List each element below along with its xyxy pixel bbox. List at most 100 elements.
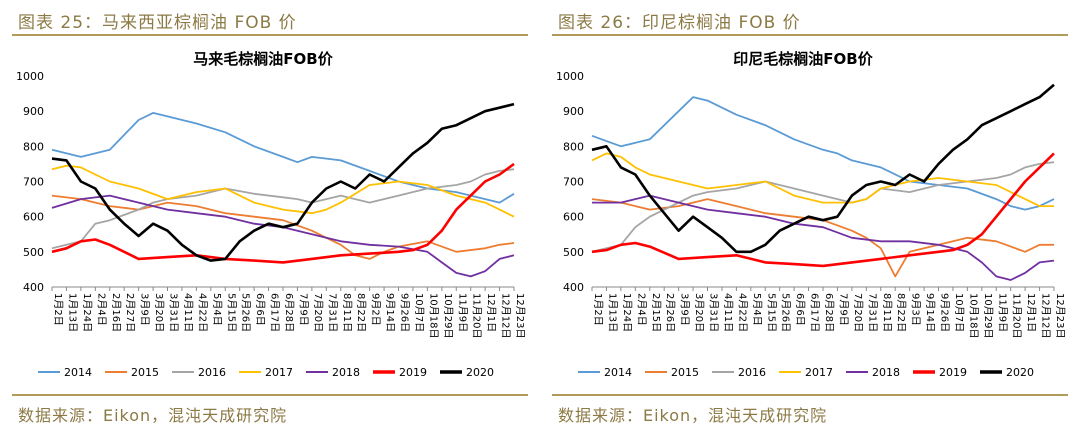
x-tick-label: 9月26日 <box>399 293 411 332</box>
x-tick-label: 11月9日 <box>996 293 1008 332</box>
legend-label-2020: 2020 <box>466 366 494 379</box>
x-tick-label: 12月1日 <box>1025 293 1037 332</box>
x-tick-label: 4月11日 <box>722 293 734 332</box>
x-tick-label: 7月20日 <box>852 293 864 332</box>
figure-caption: 图表 25：马来西亚棕榈油 FOB 价 <box>18 13 297 33</box>
x-tick-label: 12月12日 <box>500 293 512 338</box>
chart-title: 印尼毛棕榈油FOB价 <box>733 50 873 68</box>
x-tick-label: 8月11日 <box>341 293 353 332</box>
x-tick-label: 12月23日 <box>1054 293 1066 338</box>
figure-26: 图表 26：印尼棕榈油 FOB 价 印尼毛棕榈油FOB价 400 500 600 700… <box>540 0 1080 433</box>
x-tick-label: 3月31日 <box>708 293 720 332</box>
x-tick-label: 5月26日 <box>780 293 792 332</box>
x-tick-label: 6月17日 <box>269 293 281 332</box>
divider <box>552 394 1068 396</box>
legend-label-2019: 2019 <box>939 366 967 379</box>
x-tick-label: 5月15日 <box>765 293 777 332</box>
x-tick-label: 8月22日 <box>355 293 367 332</box>
x-tick-label: 10月18日 <box>427 293 439 338</box>
y-tick-label: 400 <box>563 281 584 294</box>
x-tick-label: 10月29日 <box>442 293 454 338</box>
x-tick-label: 3月9日 <box>679 293 691 326</box>
legend-label-2017: 2017 <box>805 366 833 379</box>
x-tick-label: 9月26日 <box>939 293 951 332</box>
legend-label-2014: 2014 <box>64 366 92 379</box>
y-tick-label: 600 <box>23 211 44 224</box>
x-tick-label: 1月13日 <box>66 293 78 332</box>
x-tick-label: 3月9日 <box>139 293 151 326</box>
x-tick-label: 7月20日 <box>312 293 324 332</box>
series-line-2018 <box>51 194 515 278</box>
x-tick-label: 10月7日 <box>953 293 965 332</box>
x-tick-label: 3月31日 <box>168 293 180 332</box>
y-tick-label: 400 <box>23 281 44 294</box>
series-line-2017 <box>51 164 515 218</box>
x-tick-label: 2月4日 <box>95 293 107 326</box>
x-tick-label: 6月6日 <box>254 293 266 326</box>
x-tick-label: 2月16日 <box>110 293 122 332</box>
y-tick-label: 600 <box>563 211 584 224</box>
x-tick-label: 5月26日 <box>240 293 252 332</box>
series-line-2016 <box>591 161 1055 253</box>
series-line-2014 <box>51 112 515 204</box>
chart-indonesia: 印尼毛棕榈油FOB价 400 500 600 700 800 900 1000 1月2日 1月13… <box>556 50 1066 379</box>
series-line-2020 <box>591 83 1055 254</box>
x-tick-label: 11月20日 <box>471 293 483 338</box>
x-tick-label: 7月9日 <box>837 293 849 326</box>
chart-malaysia: 马来毛棕榈油FOB价 400 500 600 700 800 900 1000 1月2日 1月13… <box>16 50 526 379</box>
x-tick-label: 11月20日 <box>1011 293 1023 338</box>
y-tick-label: 700 <box>563 176 584 189</box>
x-tick-label: 4月22日 <box>736 293 748 332</box>
x-tick-label: 6月6日 <box>794 293 806 326</box>
x-tick-label: 11月9日 <box>456 293 468 332</box>
x-tick-label: 10月18日 <box>967 293 979 338</box>
x-tick-label: 5月4日 <box>211 293 223 326</box>
legend-label-2016: 2016 <box>738 366 766 379</box>
figure-25: 图表 25：马来西亚棕榈油 FOB 价 马来毛棕榈油FOB价 400 500 600 7… <box>12 13 528 425</box>
x-tick-label: 6月28日 <box>823 293 835 332</box>
series-line-2019 <box>51 162 515 264</box>
x-tick-label: 12月12日 <box>1040 293 1052 338</box>
legend-label-2018: 2018 <box>332 366 360 379</box>
divider <box>552 34 1068 36</box>
x-tick-label: 1月2日 <box>592 293 604 326</box>
x-tick-label: 5月15日 <box>225 293 237 332</box>
x-tick-label: 8月22日 <box>895 293 907 332</box>
x-tick-label: 2月15日 <box>650 293 662 332</box>
x-tick-label: 8月11日 <box>881 293 893 332</box>
figure-caption: 图表 26：印尼棕榈油 FOB 价 <box>558 13 801 33</box>
series-line-2020 <box>51 102 515 262</box>
series-line-2014 <box>591 96 1055 211</box>
series-line-2019 <box>591 152 1055 268</box>
data-source: 数据来源：Eikon，混沌天成研究院 <box>18 406 288 425</box>
x-tick-label: 7月31日 <box>326 293 338 332</box>
x-tick-label: 6月28日 <box>283 293 295 332</box>
y-tick-label: 900 <box>23 105 44 118</box>
x-tick-label: 2月27日 <box>124 293 136 332</box>
x-tick-label: 10月29日 <box>982 293 994 338</box>
chart-title: 马来毛棕榈油FOB价 <box>193 50 333 68</box>
legend-label-2020: 2020 <box>1006 366 1034 379</box>
x-tick-label: 1月13日 <box>606 293 618 332</box>
x-tick-label: 1月2日 <box>52 293 64 326</box>
y-tick-label: 500 <box>23 246 44 259</box>
series-line-2015 <box>591 198 1054 278</box>
x-tick-label: 9月2日 <box>370 293 382 326</box>
data-source: 数据来源：Eikon，混沌天成研究院 <box>558 406 828 425</box>
series-line-2016 <box>51 168 515 250</box>
x-tick-label: 9月3日 <box>910 293 922 326</box>
series-line-2017 <box>591 152 1054 208</box>
divider <box>12 394 528 396</box>
x-tick-label: 2月26日 <box>664 293 676 332</box>
x-tick-label: 12月1日 <box>485 293 497 332</box>
y-tick-label: 700 <box>23 176 44 189</box>
x-tick-label: 10月7日 <box>413 293 425 332</box>
x-tick-label: 9月14日 <box>924 293 936 332</box>
legend-label-2019: 2019 <box>399 366 427 379</box>
x-tick-label: 9月14日 <box>384 293 396 332</box>
x-tick-label: 1月24日 <box>621 293 633 332</box>
x-tick-label: 4月22日 <box>196 293 208 332</box>
x-tick-label: 12月23日 <box>514 293 526 338</box>
x-tick-label: 3月20日 <box>693 293 705 332</box>
x-tick-label: 1月24日 <box>81 293 93 332</box>
